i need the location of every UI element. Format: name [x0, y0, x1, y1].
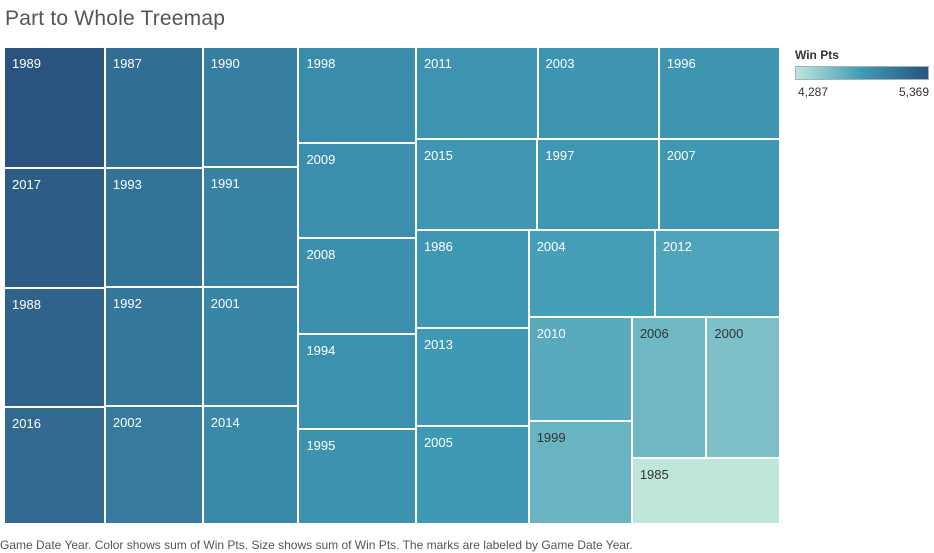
- treemap-cell-label: 2002: [112, 414, 142, 430]
- treemap-cell-label: 1997: [545, 147, 575, 163]
- treemap-cell-label: 1990: [210, 56, 240, 71]
- treemap-cell-label: 1989: [12, 56, 41, 71]
- treemap-cell-label: 2005: [423, 435, 453, 451]
- treemap-cell-label: 2017: [12, 177, 41, 193]
- treemap-cell-2017: 2017: [4, 168, 105, 288]
- treemap-cell-2014: 2014: [202, 405, 299, 524]
- treemap-cell-1989: 1989: [4, 47, 105, 169]
- treemap-cell-label: 1991: [210, 176, 240, 192]
- treemap-cell-1999: 1999: [528, 421, 632, 524]
- legend-max-label: 5,369: [898, 85, 929, 99]
- treemap-cell-label: 2001: [210, 295, 240, 311]
- treemap-cell-1993: 1993: [104, 167, 203, 288]
- treemap-cell-2010: 2010: [528, 316, 632, 422]
- treemap-cell-2000: 2000: [706, 316, 780, 458]
- treemap-cell-1988: 1988: [4, 287, 105, 407]
- treemap-cell-label: 1995: [306, 438, 336, 453]
- legend-gradient-bar: [795, 66, 929, 80]
- treemap-cell-label: 2014: [210, 414, 240, 430]
- treemap-cell-1998: 1998: [298, 47, 416, 143]
- treemap-cell-2001: 2001: [202, 286, 299, 406]
- treemap-cell-label: 2008: [306, 247, 336, 263]
- color-legend: Win Pts 4,287 5,369: [795, 48, 934, 99]
- treemap-cell-label: 1986: [423, 238, 453, 254]
- treemap-cell-2003: 2003: [537, 47, 659, 139]
- legend-title: Win Pts: [795, 48, 839, 62]
- treemap-cell-2005: 2005: [415, 426, 529, 524]
- treemap-cell-1986: 1986: [415, 229, 529, 329]
- treemap-cell-label: 2003: [545, 56, 575, 71]
- treemap-cell-2006: 2006: [631, 316, 707, 458]
- treemap-cell-label: 2013: [423, 337, 453, 353]
- treemap-cell-1996: 1996: [658, 47, 780, 139]
- treemap-cell-2013: 2013: [415, 328, 529, 427]
- treemap-cell-1991: 1991: [202, 167, 299, 287]
- treemap-cell-label: 1994: [306, 342, 336, 358]
- treemap-cell-label: 2015: [423, 147, 453, 163]
- treemap-cell-label: 1996: [666, 56, 696, 71]
- treemap-cell-label: 1988: [12, 296, 41, 312]
- chart-caption: Game Date Year. Color shows sum of Win P…: [0, 538, 633, 552]
- treemap-cell-2002: 2002: [104, 405, 203, 524]
- treemap-cell-1995: 1995: [298, 429, 416, 524]
- treemap-cell-1987: 1987: [104, 47, 203, 168]
- chart-title: Part to Whole Treemap: [5, 7, 226, 30]
- treemap-cell-label: 1985: [639, 467, 669, 483]
- treemap-cell-1992: 1992: [104, 287, 203, 406]
- treemap-cell-1997: 1997: [537, 138, 659, 230]
- treemap-cell-label: 2016: [12, 415, 41, 431]
- treemap-cell-2011: 2011: [415, 47, 538, 139]
- treemap-cell-2012: 2012: [654, 229, 780, 317]
- treemap-cell-2004: 2004: [528, 229, 655, 317]
- treemap-cell-label: 1987: [112, 56, 142, 71]
- treemap-cell-label: 2006: [639, 325, 669, 341]
- treemap-cell-2015: 2015: [415, 138, 538, 230]
- treemap-cell-1985: 1985: [631, 458, 780, 524]
- treemap-cell-2008: 2008: [298, 238, 416, 334]
- treemap-cell-2016: 2016: [4, 406, 105, 524]
- treemap-cell-label: 1993: [112, 176, 142, 192]
- treemap-cell-label: 2010: [536, 325, 566, 341]
- treemap-cell-label: 2004: [536, 238, 566, 254]
- treemap-cell-1994: 1994: [298, 333, 416, 429]
- treemap-cell-label: 2012: [662, 238, 692, 254]
- treemap-cell-label: 1992: [112, 296, 142, 312]
- treemap-cell-label: 1998: [306, 56, 336, 71]
- treemap-cell-1990: 1990: [202, 47, 299, 168]
- treemap-cell-label: 2007: [666, 147, 696, 163]
- treemap-cell-label: 2009: [306, 151, 336, 167]
- treemap-cell-2009: 2009: [298, 142, 416, 239]
- legend-min-label: 4,287: [798, 85, 829, 99]
- treemap-cell-label: 2011: [423, 56, 452, 71]
- treemap-cell-2007: 2007: [658, 138, 780, 230]
- treemap-cell-label: 1999: [536, 430, 566, 446]
- treemap-cell-label: 2000: [714, 325, 744, 341]
